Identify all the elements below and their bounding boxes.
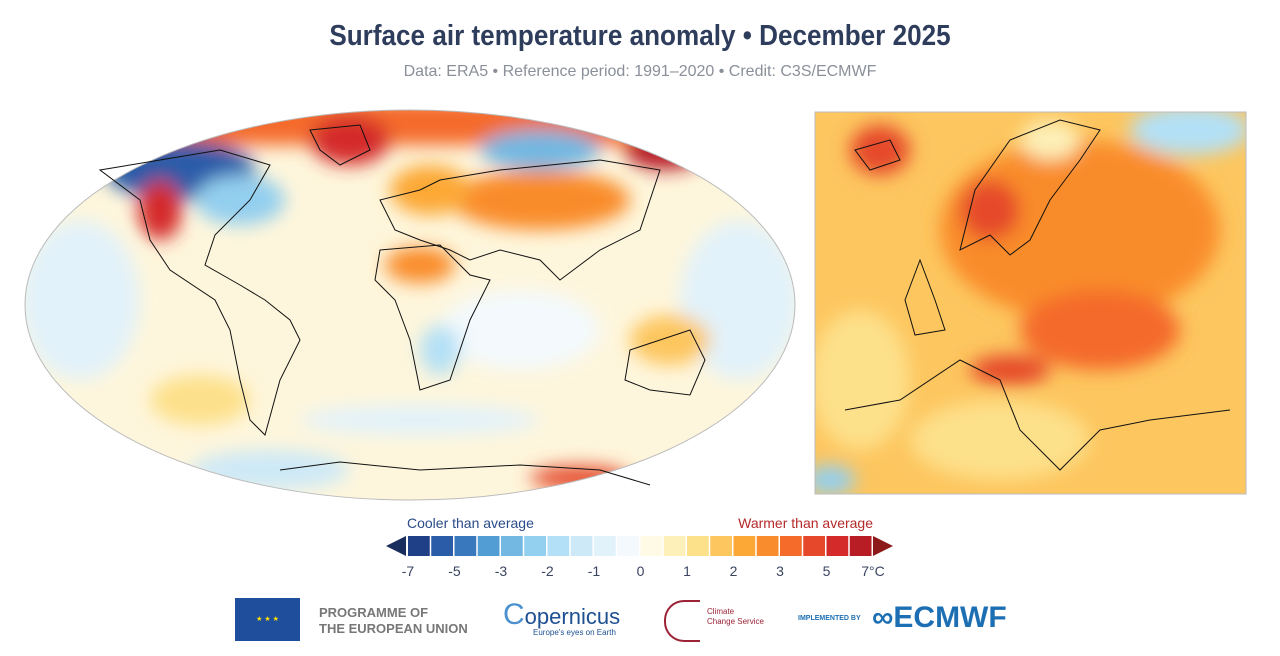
- colorbar-bin: [524, 536, 546, 556]
- colorbar-tick: 2: [729, 563, 738, 579]
- colorbar-bin: [617, 536, 639, 556]
- c3s-logo: [664, 600, 700, 642]
- c3s-text: Climate Change Service: [707, 607, 764, 627]
- ecmwf-text: ECMWF: [893, 601, 1007, 634]
- colorbar-bin: [454, 536, 477, 556]
- copernicus-logo: Copernicus Europe's eyes on Earth: [503, 598, 621, 637]
- eu-flag-logo: ★ ★ ★: [235, 598, 300, 641]
- colorbar-tick: 0: [636, 563, 645, 579]
- colorbar-bin: [547, 536, 570, 556]
- eu-programme-text: PROGRAMME OF THE EUROPEAN UNION: [319, 605, 468, 637]
- europe-map: [815, 112, 1246, 494]
- implemented-by: IMPLEMENTED BY: [798, 615, 861, 622]
- colorbar-tick: -3: [494, 563, 508, 579]
- colorbar-tick: -1: [587, 563, 601, 579]
- colorbar-bin: [780, 536, 802, 556]
- warmer-label: Warmer than average: [738, 515, 873, 531]
- colorbar-bin: [803, 536, 825, 556]
- colorbar-bin: [408, 536, 430, 556]
- colorbar-high-arrow: [873, 536, 893, 556]
- colorbar-bin: [431, 536, 453, 556]
- c3s-line1: Climate: [707, 607, 735, 616]
- cooler-label: Cooler than average: [407, 515, 534, 531]
- colorbar: [386, 536, 893, 556]
- colorbar-bin: [710, 536, 732, 556]
- colorbar-tick: 7°C: [861, 563, 885, 579]
- colorbar-bin: [477, 536, 500, 556]
- ecmwf-icon: ∞: [872, 601, 894, 634]
- c3s-line2: Change Service: [707, 617, 764, 626]
- colorbar-tick: -7: [401, 563, 415, 579]
- eu-line1: PROGRAMME OF: [319, 605, 429, 620]
- colorbar-bin: [501, 536, 523, 556]
- colorbar-bin: [570, 536, 593, 556]
- page-title: Surface air temperature anomaly • Decemb…: [329, 20, 951, 52]
- colorbar-tick: 1: [683, 563, 691, 579]
- colorbar-bin: [687, 536, 709, 556]
- coastlines: [98, 124, 706, 486]
- colorbar-bin: [756, 536, 779, 556]
- colorbar-bin: [826, 536, 849, 556]
- copernicus-text: opernicus: [524, 604, 621, 629]
- copernicus-tagline: Europe's eyes on Earth: [533, 628, 616, 637]
- colorbar-bin: [640, 536, 663, 556]
- eu-line2: THE EUROPEAN UNION: [319, 621, 468, 636]
- colorbar-tick: 5: [822, 563, 831, 579]
- subtitle: Data: ERA5 • Reference period: 1991–2020…: [403, 63, 877, 80]
- colorbar-tick: -5: [448, 563, 461, 579]
- colorbar-bin: [733, 536, 756, 556]
- ecmwf-logo: ∞ECMWF: [872, 601, 1007, 635]
- colorbar-tick: 3: [776, 563, 784, 579]
- global-map: [25, 110, 795, 500]
- colorbar-low-arrow: [386, 536, 406, 556]
- colorbar-bin: [849, 536, 872, 556]
- colorbar-bin: [663, 536, 686, 556]
- colorbar-tick: -2: [541, 563, 554, 579]
- colorbar-bin: [594, 536, 616, 556]
